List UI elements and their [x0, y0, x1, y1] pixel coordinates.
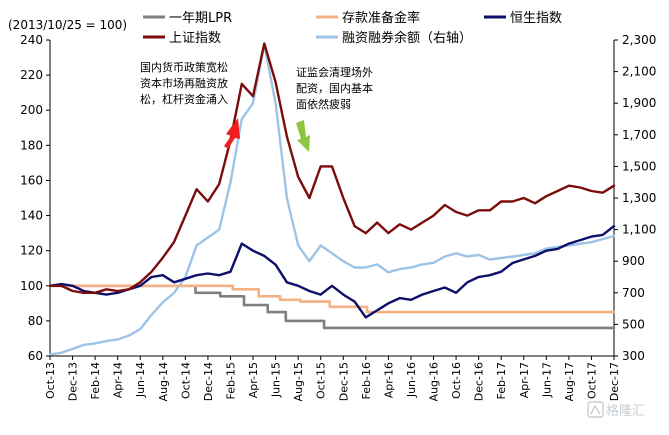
left-tick-label: 240 — [20, 33, 43, 47]
series-line-1 — [48, 284, 616, 314]
legend-label: 上证指数 — [169, 31, 221, 46]
x-tick-label: Dec-16 — [473, 362, 486, 401]
right-tick-label: 300 — [622, 349, 645, 363]
right-tick-label: 2,100 — [622, 65, 656, 79]
left-tick-label: 200 — [20, 103, 43, 117]
series-line-3 — [48, 42, 616, 294]
watermark-text: 格隆汇 — [606, 403, 645, 419]
x-tick-label: Oct-16 — [450, 362, 463, 399]
x-tick-label: Jun-16 — [405, 362, 418, 398]
x-tick-label: Feb-14 — [89, 362, 102, 399]
x-tick-label: Dec-15 — [337, 362, 350, 401]
left-tick-label: 100 — [20, 279, 43, 293]
right-tick-label: 1,300 — [622, 191, 656, 205]
series-line-4 — [48, 43, 616, 356]
annotation-text: 面依然疲弱 — [296, 97, 351, 111]
annotation-text: 资本市场再融资放 — [140, 76, 228, 90]
legend-label: 恒生指数 — [510, 11, 562, 26]
x-tick-label: Feb-17 — [495, 362, 508, 399]
x-tick-label: Jun-15 — [270, 362, 283, 398]
annotation-text: 松，杠杆资金涌入 — [140, 92, 228, 106]
up-arrow-icon — [224, 118, 240, 149]
x-tick-label: Oct-14 — [179, 362, 192, 399]
x-tick-label: Apr-16 — [382, 362, 395, 398]
left-tick-label: 120 — [20, 244, 43, 258]
left-tick-label: 180 — [20, 138, 43, 152]
right-tick-label: 700 — [622, 286, 645, 300]
series-line-2 — [48, 224, 616, 319]
x-tick-label: Oct-17 — [585, 362, 598, 399]
x-tick-label: Jun-17 — [540, 362, 553, 398]
right-tick-label: 500 — [622, 317, 645, 331]
x-tick-label: Apr-14 — [112, 362, 125, 398]
base-note: (2013/10/25 = 100) — [8, 18, 127, 32]
left-tick-label: 80 — [28, 314, 43, 328]
down-arrow-icon — [296, 120, 310, 152]
series-line-0 — [48, 284, 616, 330]
left-tick-label: 140 — [20, 209, 43, 223]
right-tick-label: 1,700 — [622, 128, 656, 142]
legend-label: 一年期LPR — [169, 11, 232, 26]
left-tick-label: 160 — [20, 173, 43, 187]
x-tick-label: Aug-17 — [563, 362, 576, 401]
right-tick-label: 1,900 — [622, 96, 656, 110]
x-tick-label: Dec-17 — [608, 362, 621, 401]
annotation-text: 国内货币政策宽松 — [140, 60, 228, 74]
left-tick-label: 220 — [20, 68, 43, 82]
right-tick-label: 2,300 — [622, 33, 656, 47]
x-tick-label: Aug-14 — [157, 362, 170, 401]
x-tick-label: Dec-14 — [202, 362, 215, 401]
x-tick-label: Oct-13 — [44, 362, 57, 399]
right-tick-label: 1,100 — [622, 223, 656, 237]
watermark: 格隆汇 — [587, 401, 645, 419]
annotation-text: 证监会清理场外 — [296, 65, 373, 79]
left-tick-label: 60 — [28, 349, 43, 363]
x-tick-label: Dec-13 — [67, 362, 80, 401]
legend-label: 融资融券余额（右轴） — [342, 30, 472, 46]
x-tick-label: Apr-15 — [247, 362, 260, 398]
x-tick-label: Aug-16 — [428, 362, 441, 401]
right-tick-label: 1,500 — [622, 159, 656, 173]
right-tick-label: 900 — [622, 254, 645, 268]
x-tick-label: Feb-15 — [224, 362, 237, 399]
x-tick-label: Apr-17 — [518, 362, 531, 398]
x-tick-label: Jun-14 — [134, 362, 147, 398]
legend-label: 存款准备金率 — [342, 10, 420, 26]
x-tick-label: Feb-16 — [360, 362, 373, 399]
x-tick-label: Aug-15 — [292, 362, 305, 401]
annotation-text: 配资，国内基本 — [296, 81, 373, 95]
x-tick-label: Oct-15 — [315, 362, 328, 399]
